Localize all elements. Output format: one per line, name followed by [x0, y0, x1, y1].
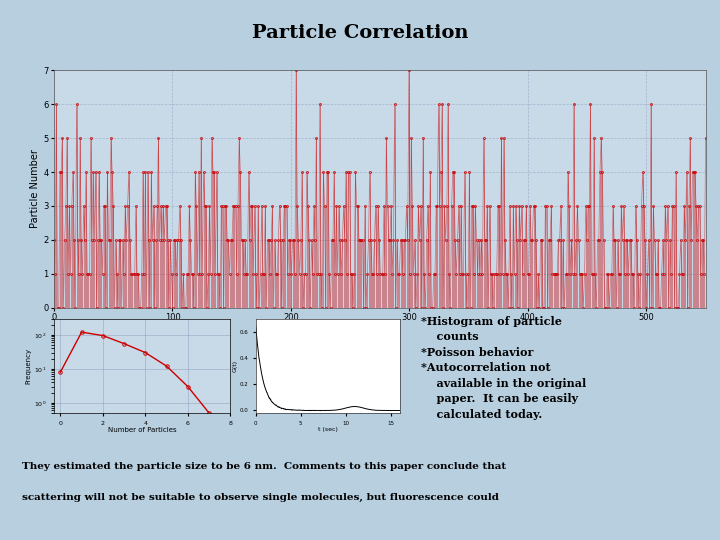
Text: They estimated the particle size to be 6 nm.  Comments to this paper conclude th: They estimated the particle size to be 6…	[22, 462, 505, 471]
Y-axis label: Particle Number: Particle Number	[30, 150, 40, 228]
Text: Particle Correlation: Particle Correlation	[252, 24, 468, 42]
X-axis label: Number of Particles: Number of Particles	[108, 427, 176, 433]
X-axis label: time (s): time (s)	[361, 328, 399, 338]
Text: *Histogram of particle
    counts
*Poisson behavior
*Autocorrelation not
    ava: *Histogram of particle counts *Poisson b…	[421, 316, 587, 420]
Y-axis label: Frequency: Frequency	[25, 348, 31, 384]
X-axis label: t (sec): t (sec)	[318, 427, 338, 432]
Y-axis label: G(t): G(t)	[233, 360, 238, 372]
Text: scattering will not be suitable to observe single molecules, but fluorescence co: scattering will not be suitable to obser…	[22, 493, 498, 502]
